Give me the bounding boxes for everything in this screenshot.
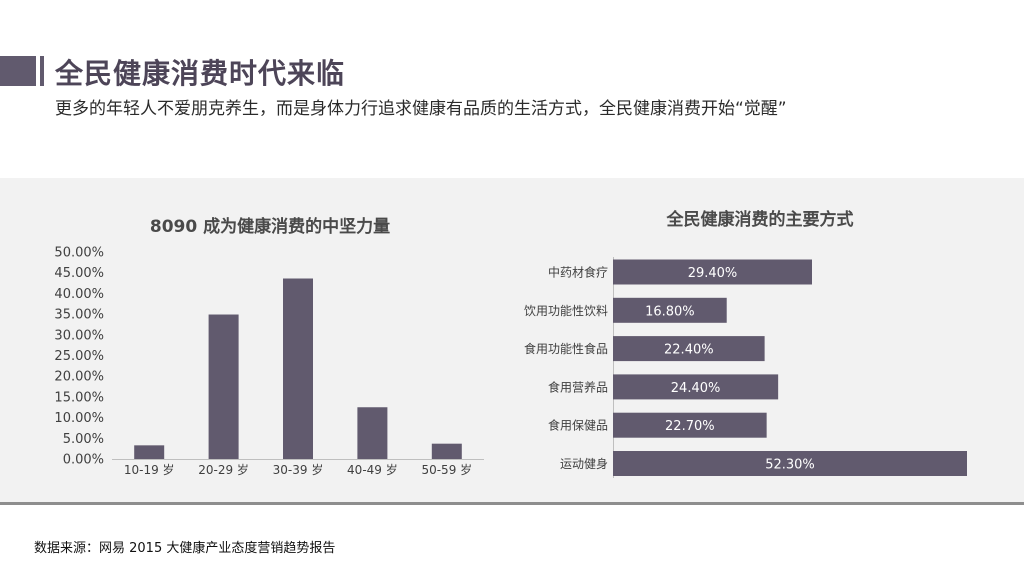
method-bar bbox=[613, 412, 767, 438]
y-tick-label: 10.00% bbox=[54, 411, 104, 426]
data-label: 22.40% bbox=[664, 343, 714, 358]
y-tick-label: 5.00% bbox=[63, 432, 104, 447]
age-bar bbox=[357, 407, 388, 459]
y-tick-label: 50.00% bbox=[54, 246, 104, 261]
y-tick-label: 40.00% bbox=[54, 287, 104, 302]
chart-panel bbox=[0, 178, 1024, 502]
panel-divider bbox=[0, 502, 1024, 505]
method-bar bbox=[613, 297, 727, 323]
x-tick-label: 20-29 岁 bbox=[198, 462, 249, 477]
y-tick-label: 30.00% bbox=[54, 328, 104, 343]
x-tick-label: 30-39 岁 bbox=[273, 462, 324, 477]
data-label: 22.70% bbox=[665, 419, 715, 434]
age-chart-title: 8090 成为健康消费的中坚力量 bbox=[149, 217, 391, 237]
data-label: 24.40% bbox=[671, 381, 721, 396]
y-tick-label: 15.00% bbox=[54, 390, 104, 405]
title-accent-bar bbox=[40, 56, 44, 86]
method-bar bbox=[613, 451, 967, 476]
title-accent-block bbox=[0, 56, 36, 86]
category-label: 中药材食疗 bbox=[548, 265, 608, 280]
age-bar bbox=[208, 314, 239, 459]
category-label: 食用保健品 bbox=[548, 418, 608, 433]
y-tick-label: 35.00% bbox=[54, 308, 104, 323]
method-bar bbox=[613, 259, 812, 285]
page-title: 全民健康消费时代来临 bbox=[55, 57, 346, 90]
y-tick-label: 25.00% bbox=[54, 349, 104, 364]
method-chart-title: 全民健康消费的主要方式 bbox=[666, 210, 854, 230]
y-tick-label: 45.00% bbox=[54, 266, 104, 281]
method-bar bbox=[613, 374, 779, 400]
category-label: 运动健身 bbox=[560, 456, 608, 471]
y-tick-label: 20.00% bbox=[54, 370, 104, 385]
category-label: 食用功能性食品 bbox=[524, 341, 608, 356]
y-tick-label: 0.00% bbox=[63, 453, 104, 468]
age-bar bbox=[283, 278, 313, 459]
category-label: 饮用功能性饮料 bbox=[524, 304, 608, 318]
age-bar bbox=[134, 445, 165, 459]
page-subtitle: 更多的年轻人不爱朋克养生，而是身体力行追求健康有品质的生活方式，全民健康消费开始… bbox=[55, 99, 787, 119]
data-label: 16.80% bbox=[645, 304, 695, 319]
category-label: 食用营养品 bbox=[548, 379, 608, 394]
x-tick-label: 10-19 岁 bbox=[124, 462, 175, 477]
method-bar bbox=[613, 336, 765, 362]
x-tick-label: 40-49 岁 bbox=[347, 462, 398, 477]
x-tick-label: 50-59 岁 bbox=[421, 462, 472, 477]
age-bar bbox=[431, 443, 462, 459]
data-label: 29.40% bbox=[688, 266, 738, 281]
data-source: 数据来源：网易 2015 大健康产业态度营销趋势报告 bbox=[34, 541, 336, 556]
data-label: 52.30% bbox=[765, 458, 815, 473]
